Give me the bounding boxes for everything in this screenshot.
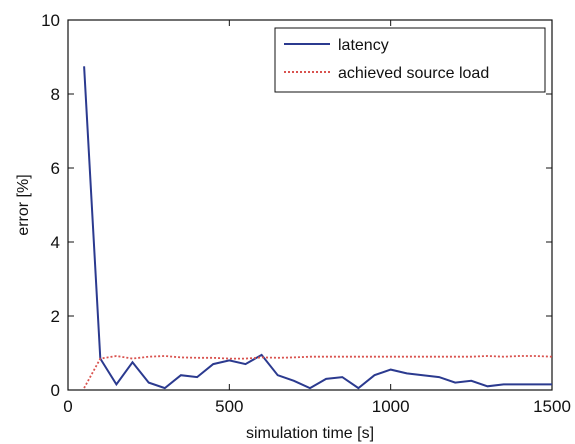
y-tick-label: 10 — [41, 11, 60, 30]
y-tick-label: 4 — [51, 233, 60, 252]
x-axis-label: simulation time [s] — [246, 425, 374, 442]
y-axis-label: error [%] — [15, 174, 32, 235]
series-line-2 — [83, 355, 553, 389]
series-line-1 — [83, 66, 552, 390]
legend-box — [274, 27, 546, 93]
x-tick-label: 0 — [63, 397, 72, 416]
y-tick-label: 6 — [51, 159, 60, 178]
y-tick-label: 2 — [51, 307, 60, 326]
y-tick-label: 0 — [51, 381, 60, 400]
x-tick-label: 1000 — [372, 397, 410, 416]
x-tick-label: 1500 — [533, 397, 571, 416]
y-tick-label: 8 — [51, 85, 60, 104]
legend: latency achieved source load — [274, 27, 546, 93]
legend-label-2: achieved source load — [338, 65, 489, 82]
x-tick-label: 500 — [215, 397, 243, 416]
legend-label-1: latency — [338, 37, 389, 54]
axis-ticks: 0 500 1000 1500 0 2 4 6 8 10 — [41, 11, 571, 416]
series-group — [83, 66, 553, 390]
